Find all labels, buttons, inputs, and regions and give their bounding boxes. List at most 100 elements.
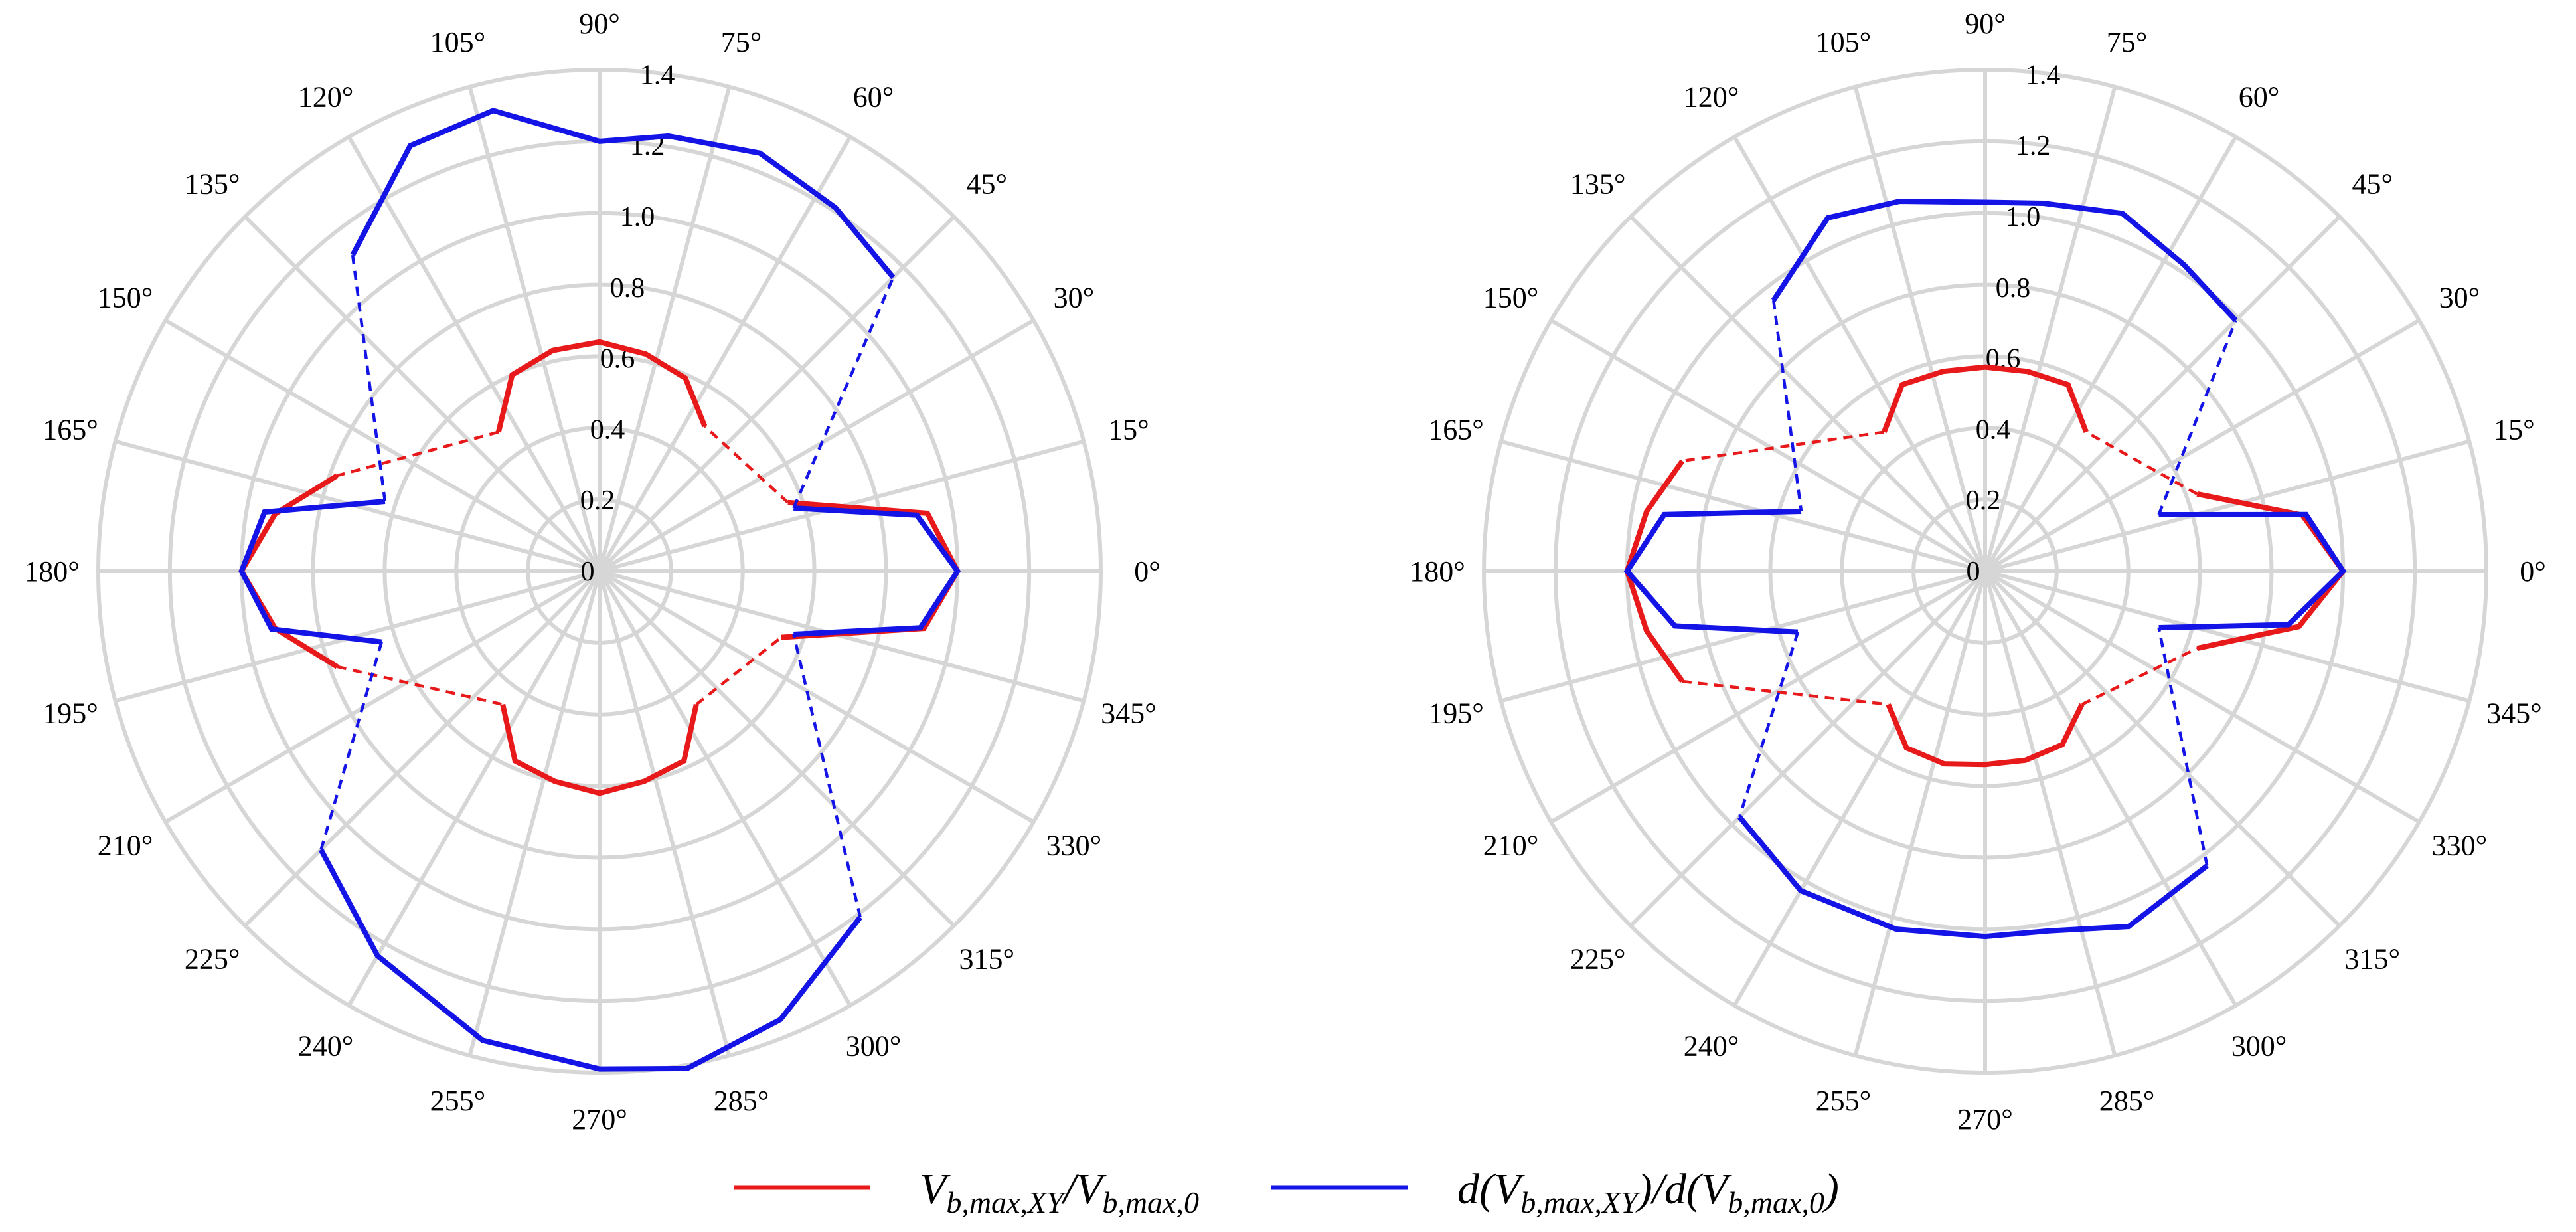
grid-spoke (244, 569, 602, 927)
legend-label-ratio-v1: V (920, 1165, 951, 1213)
angle-tick-label: 0° (2520, 555, 2546, 588)
angle-tick-label: 315° (2345, 942, 2401, 975)
grid-spoke (1629, 569, 1987, 927)
series-segment (1737, 815, 2209, 940)
angle-tick-label: 210° (98, 830, 153, 862)
angle-tick-label: 60° (2239, 81, 2280, 114)
series-dashed-connector (2085, 430, 2198, 495)
polar-chart-right: 0° 15° 30° 45° 60° 75° 90° 105° 120° 135° 150° 165°… (1409, 7, 2546, 1136)
series-segment (319, 848, 862, 1072)
series-dashed-connector (2081, 647, 2198, 706)
grid-spoke (244, 215, 602, 573)
angle-tick-label: 240° (1684, 1029, 1739, 1062)
grid-spoke (1853, 571, 1987, 1057)
angle-tick-label: 225° (185, 942, 240, 975)
series-segment (1882, 364, 2089, 434)
angle-tick-label: 45° (2352, 168, 2393, 201)
angle-tick-label: 285° (2099, 1085, 2155, 1117)
series-segment (495, 339, 708, 433)
angle-tick-label: 150° (98, 282, 153, 314)
angle-tick-label: 135° (185, 168, 240, 201)
legend-label-derivative: d(Vb,max,XY)/d(Vb,max,0) (1457, 1165, 1839, 1219)
series-segment (1886, 703, 2085, 768)
grid-spoke (1984, 439, 2470, 573)
angle-tick-label: 90° (579, 7, 620, 40)
polar-grid (1482, 68, 2488, 1075)
grid-spoke (1983, 569, 2341, 927)
grid-spoke (1983, 570, 2238, 1007)
grid-spoke (467, 86, 602, 572)
angle-tick-label: 225° (1570, 942, 1626, 975)
angle-tick-label: 195° (1428, 697, 1484, 730)
series-segment (238, 499, 386, 645)
grid-spoke (1983, 86, 2117, 572)
radial-tick-label: 0 (581, 557, 595, 587)
series-dashed-connector (1682, 679, 1889, 706)
angle-tick-label: 60° (853, 81, 894, 114)
grid-spoke (598, 569, 1035, 824)
series-dashed-connector (2157, 627, 2209, 867)
grid-spoke (1983, 135, 2238, 572)
legend: Vb,max,XY/Vb,max,0 d(Vb,max,XY)/d(Vb,max… (734, 1165, 1839, 1219)
radial-tick-label: 0 (1967, 557, 1980, 587)
grid-spoke (164, 318, 601, 573)
angle-tick-label: 345° (2486, 697, 2542, 730)
angle-tick-label: 270° (572, 1103, 627, 1136)
radial-tick-label: 1.4 (2026, 60, 2061, 90)
grid-spoke (1732, 570, 1987, 1007)
series-1 (238, 108, 961, 1072)
angle-tick-label: 90° (1965, 7, 2006, 40)
angle-tick-label: 165° (1428, 413, 1484, 446)
angle-tick-label: 120° (1684, 81, 1739, 114)
angle-tick-label: 300° (2231, 1029, 2287, 1062)
series-segment (2158, 511, 2347, 630)
series-dashed-connector (1772, 300, 1803, 512)
series-dashed-connector (337, 665, 503, 706)
radial-tick-label: 1.4 (640, 60, 675, 90)
grid-spoke (598, 569, 955, 927)
series-dashed-connector (319, 642, 383, 851)
radial-tick-label: 1.0 (620, 202, 655, 232)
grid-spoke (114, 569, 600, 703)
grid-spoke (467, 571, 602, 1057)
angle-tick-label: 165° (42, 413, 98, 446)
polar-grid (96, 68, 1103, 1075)
grid-spoke (598, 215, 955, 573)
angle-tick-label: 315° (959, 942, 1015, 975)
grid-spoke (1500, 569, 1986, 703)
angle-tick-label: 270° (1957, 1103, 2013, 1136)
angle-tick-label: 255° (1816, 1085, 1872, 1117)
series-dashed-connector (695, 636, 783, 706)
angle-tick-label: 255° (430, 1085, 486, 1117)
legend-label-ratio: Vb,max,XY/Vb,max,0 (920, 1165, 1199, 1219)
angle-tick-label: 180° (1409, 555, 1465, 588)
angle-tick-label: 30° (1054, 282, 1095, 314)
radial-tick-label: 1.0 (2006, 202, 2041, 232)
angle-tick-label: 120° (298, 81, 354, 114)
angle-tick-label: 105° (430, 26, 486, 58)
angle-tick-label: 195° (42, 697, 98, 730)
angle-tick-label: 30° (2439, 282, 2480, 314)
radial-tick-label: 1.2 (2016, 131, 2051, 161)
angle-tick-label: 285° (714, 1085, 769, 1117)
angle-tick-label: 75° (2107, 26, 2148, 58)
grid-spoke (1550, 569, 1986, 824)
series-segment (350, 108, 896, 280)
grid-spoke (598, 318, 1035, 573)
grid-spoke (1629, 215, 1987, 573)
grid-spoke (1550, 318, 1986, 573)
grid-spoke (1984, 569, 2470, 703)
series-dashed-connector (2157, 319, 2237, 515)
series-segment (1771, 199, 2238, 323)
angle-tick-label: 330° (2432, 830, 2488, 862)
series-dashed-connector (337, 430, 499, 478)
grid-spoke (1984, 318, 2421, 573)
radial-tick-label: 0.8 (610, 273, 645, 304)
series-dashed-connector (703, 425, 789, 504)
grid-spoke (1983, 215, 2341, 573)
series-dashed-connector (792, 276, 895, 509)
series-dashed-connector (792, 634, 862, 918)
series-1 (1623, 199, 2347, 940)
grid-spoke (598, 135, 852, 572)
angle-tick-label: 105° (1816, 26, 1872, 58)
